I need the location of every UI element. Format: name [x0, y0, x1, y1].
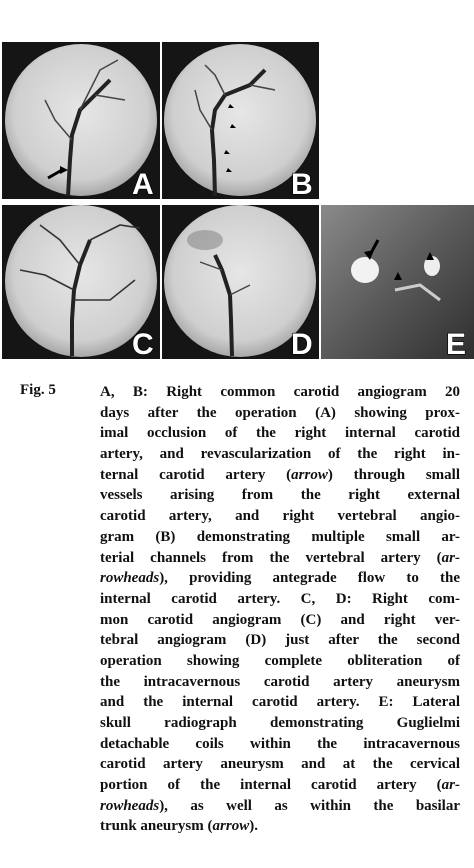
caption-line: ternal carotid artery (arrow) through sm… — [100, 465, 460, 486]
panel-b: B — [162, 42, 319, 202]
caption-line: trunk aneurysm (arrow). — [100, 816, 460, 837]
caption-text: ). — [249, 818, 258, 835]
caption-line: tebral angiogram (D) just after the seco… — [100, 630, 460, 651]
caption-text: the intracavernous carotid artery aneury… — [100, 673, 460, 690]
panel-c: C — [2, 205, 160, 362]
caption-line: days after the operation (A) showing pro… — [100, 403, 460, 424]
caption-italic: ar- — [441, 549, 460, 566]
panel-label: D — [291, 328, 313, 361]
caption-line: terial channels from the vertebral arter… — [100, 548, 460, 569]
caption-line: internal carotid artery. C, D: Right com… — [100, 589, 460, 610]
caption-italic: arrow — [212, 818, 250, 835]
caption-text: ), providing antegrade flow to the — [159, 570, 460, 587]
caption-italic: arrow — [291, 466, 328, 483]
panel-label: B — [291, 168, 313, 201]
caption-line: portion of the internal carotid artery (… — [100, 775, 460, 796]
caption-text: operation showing complete obliteration … — [100, 652, 460, 669]
caption-italic: ar- — [441, 777, 460, 794]
caption-line: imal occlusion of the right internal car… — [100, 423, 460, 444]
caption-text: terial channels from the vertebral arter… — [100, 549, 442, 566]
caption-text: ) through small — [327, 466, 460, 483]
panel-label: C — [132, 328, 154, 361]
caption-text: imal occlusion of the right internal car… — [100, 425, 460, 442]
panel-e: E — [321, 205, 474, 362]
caption-line: rowheads), providing antegrade flow to t… — [100, 568, 460, 589]
caption-text: mon carotid angiogram (C) and right ver- — [100, 611, 460, 628]
caption-text: carotid artery, and right vertebral angi… — [100, 508, 460, 525]
caption-line: operation showing complete obliteration … — [100, 651, 460, 672]
caption-text: portion of the internal carotid artery ( — [100, 777, 442, 794]
caption-label: Fig. 5 — [20, 382, 56, 398]
caption-line: A, B: Right common carotid angiogram 20 — [100, 382, 460, 403]
caption-line: and the internal carotid artery. E: Late… — [100, 692, 460, 713]
caption-line: the intracavernous carotid artery aneury… — [100, 672, 460, 693]
caption-line: vessels arising from the right external — [100, 485, 460, 506]
caption-text: ), as well as within the basilar — [159, 797, 460, 814]
caption-text: trunk aneurysm ( — [100, 818, 213, 835]
panel-label: E — [446, 328, 466, 361]
caption-text: skull radiograph demonstrating Guglielmi — [100, 715, 460, 731]
caption-line: rowheads), as well as within the basilar — [100, 796, 460, 817]
caption-line: carotid artery aneurysm and at the cervi… — [100, 754, 460, 775]
caption-line: detachable coils within the intracaverno… — [100, 734, 460, 755]
caption-text: artery, and revascularization of the rig… — [100, 446, 460, 463]
caption-text: vessels arising from the right external — [100, 487, 460, 504]
caption-text: internal carotid artery. C, D: Right com… — [100, 590, 460, 607]
caption-text: A, B: Right common carotid angiogram 20 — [100, 384, 460, 400]
caption-line: mon carotid angiogram (C) and right ver- — [100, 610, 460, 631]
panel-label: A — [132, 168, 154, 201]
caption-text: detachable coils within the intracaverno… — [100, 735, 460, 752]
panel-d: D — [162, 205, 319, 362]
caption-italic: rowheads — [100, 797, 160, 814]
panel-a: A — [2, 42, 160, 202]
caption-text: tebral angiogram (D) just after the seco… — [100, 632, 460, 649]
caption-line: skull radiograph demonstrating Guglielmi — [100, 713, 460, 734]
caption-text: ternal carotid artery ( — [100, 466, 292, 483]
caption-italic: rowheads — [100, 570, 160, 587]
caption-line: artery, and revascularization of the rig… — [100, 444, 460, 465]
caption-text: and the internal carotid artery. E: Late… — [100, 694, 460, 711]
caption-text: gram (B) demonstrating multiple small ar… — [100, 528, 460, 545]
caption-line: carotid artery, and right vertebral angi… — [100, 506, 460, 527]
caption-line: gram (B) demonstrating multiple small ar… — [100, 527, 460, 548]
figure: A B C D E — [2, 42, 474, 362]
caption-text: days after the operation (A) showing pro… — [100, 404, 460, 421]
caption-text: carotid artery aneurysm and at the cervi… — [100, 756, 460, 773]
caption-body: A, B: Right common carotid angiogram 20 d… — [100, 382, 460, 837]
